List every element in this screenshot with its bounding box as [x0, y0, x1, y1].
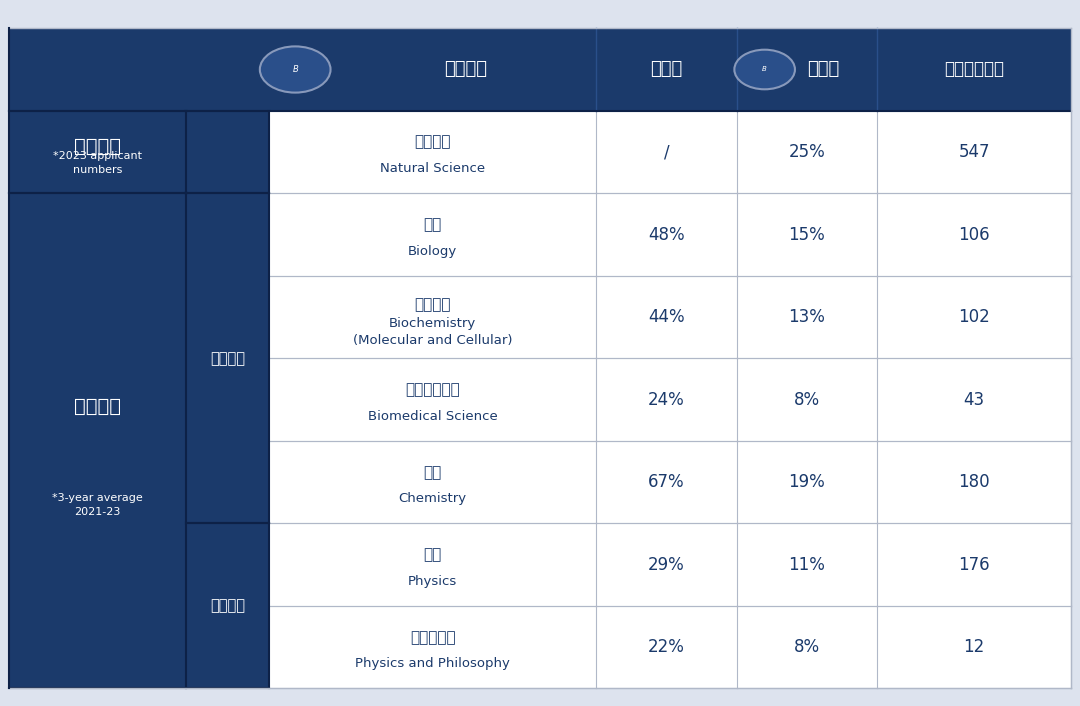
Text: 29%: 29% — [648, 556, 685, 573]
Bar — [9, 111, 186, 193]
Bar — [877, 193, 1071, 276]
Text: 24%: 24% — [648, 390, 685, 409]
Text: 牛津大学: 牛津大学 — [73, 397, 121, 416]
Bar — [877, 359, 1071, 441]
Bar — [737, 441, 877, 523]
Bar — [737, 193, 877, 276]
Bar — [737, 359, 877, 441]
Text: 11%: 11% — [788, 556, 825, 573]
Text: Natural Science: Natural Science — [380, 162, 485, 175]
Text: 12: 12 — [963, 638, 985, 656]
Bar — [877, 276, 1071, 359]
Text: /: / — [663, 143, 670, 161]
Text: 入面率: 入面率 — [650, 61, 683, 78]
Text: 102: 102 — [958, 308, 990, 326]
Text: 物理方向: 物理方向 — [211, 599, 245, 614]
Text: 8%: 8% — [794, 638, 820, 656]
Text: 44%: 44% — [648, 308, 685, 326]
Text: 化学: 化学 — [423, 465, 442, 479]
Bar — [596, 111, 737, 193]
Text: 物理与哲学: 物理与哲学 — [409, 630, 456, 645]
Text: Biology: Biology — [408, 244, 457, 258]
Bar — [186, 193, 269, 523]
Bar — [877, 441, 1071, 523]
Text: 物理: 物理 — [423, 547, 442, 562]
Bar — [596, 441, 737, 523]
Text: B: B — [293, 65, 298, 74]
Text: 547: 547 — [958, 143, 990, 161]
Bar — [877, 606, 1071, 688]
Text: 19%: 19% — [788, 473, 825, 491]
Bar — [269, 523, 596, 606]
Bar — [596, 193, 737, 276]
Bar — [596, 276, 737, 359]
Bar — [596, 359, 737, 441]
Text: *3-year average
2021-23: *3-year average 2021-23 — [52, 493, 143, 517]
Text: 180: 180 — [958, 473, 990, 491]
Bar — [269, 193, 596, 276]
Text: 43: 43 — [963, 390, 985, 409]
Text: 生物化学: 生物化学 — [415, 297, 451, 312]
Bar — [269, 276, 596, 359]
Circle shape — [734, 49, 795, 89]
Bar — [9, 193, 186, 688]
Bar — [877, 523, 1071, 606]
Text: 13%: 13% — [788, 308, 825, 326]
Bar — [596, 606, 737, 688]
Text: *2023 applicant
numbers: *2023 applicant numbers — [53, 151, 141, 175]
Text: B: B — [762, 66, 767, 73]
Circle shape — [260, 47, 330, 92]
Text: 67%: 67% — [648, 473, 685, 491]
Bar — [9, 28, 1071, 111]
Text: 8%: 8% — [794, 390, 820, 409]
Text: 生化方向: 生化方向 — [211, 351, 245, 366]
Text: 生物: 生物 — [423, 217, 442, 232]
Text: Chemistry: Chemistry — [399, 492, 467, 505]
Bar — [737, 111, 877, 193]
Bar — [877, 111, 1071, 193]
Bar — [186, 111, 269, 193]
Text: 176: 176 — [958, 556, 990, 573]
Bar — [737, 606, 877, 688]
Bar — [186, 523, 269, 688]
Text: 课程名称: 课程名称 — [444, 61, 487, 78]
Text: 22%: 22% — [648, 638, 685, 656]
Text: Biomedical Science: Biomedical Science — [368, 409, 498, 423]
Text: 25%: 25% — [788, 143, 825, 161]
Bar — [269, 111, 596, 193]
Text: 48%: 48% — [648, 225, 685, 244]
Bar — [596, 523, 737, 606]
Bar — [269, 606, 596, 688]
Text: 每年录取人数: 每年录取人数 — [944, 61, 1004, 78]
Bar — [737, 523, 877, 606]
Bar — [269, 359, 596, 441]
Text: 生物医学科学: 生物医学科学 — [405, 382, 460, 397]
Bar — [269, 441, 596, 523]
Text: Physics: Physics — [408, 575, 457, 587]
Bar — [737, 276, 877, 359]
Text: Physics and Philosophy: Physics and Philosophy — [355, 657, 510, 670]
Text: 录取率: 录取率 — [808, 61, 840, 78]
Text: 剑桥大学: 剑桥大学 — [73, 137, 121, 156]
Text: 15%: 15% — [788, 225, 825, 244]
Text: 106: 106 — [958, 225, 990, 244]
Text: Biochemistry
(Molecular and Cellular): Biochemistry (Molecular and Cellular) — [353, 317, 512, 347]
Text: 自然科学: 自然科学 — [415, 135, 451, 150]
